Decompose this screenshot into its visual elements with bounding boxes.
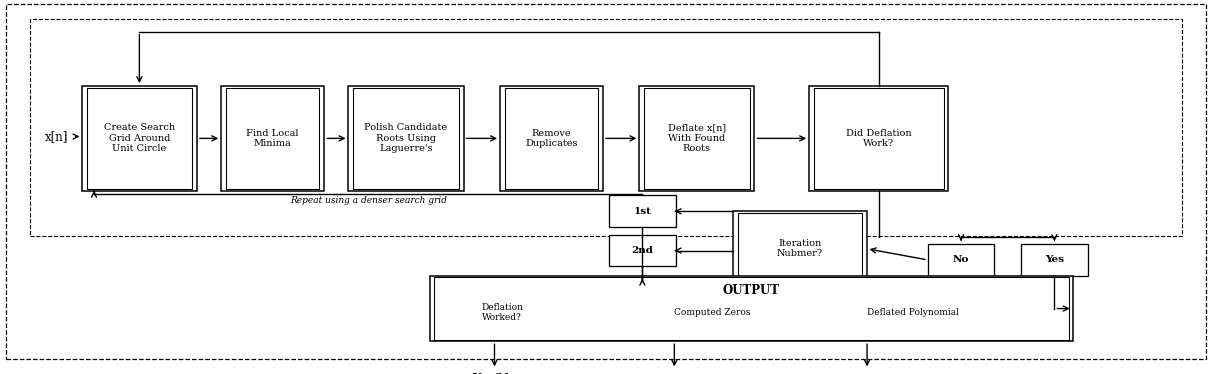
Text: No: No	[953, 255, 970, 264]
Bar	[30, 19, 1182, 236]
Bar	[814, 88, 943, 189]
Text: Create Search
Grid Around
Unit Circle: Create Search Grid Around Unit Circle	[104, 123, 175, 153]
Text: 1st: 1st	[634, 207, 651, 216]
Text: Yes: Yes	[1045, 255, 1064, 264]
Bar	[645, 88, 749, 189]
Bar	[82, 86, 196, 191]
Bar	[640, 86, 754, 191]
Bar	[430, 276, 1073, 341]
Text: Find Local
Minima: Find Local Minima	[246, 129, 299, 148]
Bar	[349, 86, 464, 191]
Text: Remove
Duplicates: Remove Duplicates	[525, 129, 578, 148]
Text: Deflate x[n]
With Found
Roots: Deflate x[n] With Found Roots	[668, 123, 726, 153]
Text: $\mathbf{x}$: $\mathbf{x}$	[862, 373, 873, 374]
Bar	[501, 86, 604, 191]
Text: Deflated Polynomial: Deflated Polynomial	[867, 308, 959, 317]
Bar	[221, 86, 325, 191]
Text: Deflation
Worked?: Deflation Worked?	[481, 303, 524, 322]
Bar	[434, 277, 1069, 340]
Bar	[87, 88, 191, 189]
Bar	[928, 244, 995, 276]
Bar	[610, 195, 676, 227]
Text: $\mathbf{z}$: $\mathbf{z}$	[670, 373, 679, 374]
Text: Did Deflation
Work?: Did Deflation Work?	[846, 129, 911, 148]
Text: Polish Candidate
Roots Using
Laguerre's: Polish Candidate Roots Using Laguerre's	[365, 123, 447, 153]
Text: Iteration
Nubmer?: Iteration Nubmer?	[777, 239, 823, 258]
Bar	[225, 88, 320, 189]
Bar	[733, 211, 867, 286]
Bar	[610, 235, 676, 266]
Bar	[738, 213, 862, 285]
Text: :: :	[64, 132, 68, 141]
Text: Repeat using a denser search grid: Repeat using a denser search grid	[290, 196, 446, 205]
Text: Computed Zeros: Computed Zeros	[674, 308, 751, 317]
Text: x[n]: x[n]	[45, 130, 68, 143]
Bar	[504, 88, 599, 189]
Bar	[1021, 244, 1088, 276]
Text: Yes/No: Yes/No	[473, 373, 516, 374]
Bar	[810, 86, 948, 191]
Text: OUTPUT: OUTPUT	[722, 284, 781, 297]
Bar	[354, 88, 459, 189]
Text: 2nd: 2nd	[631, 246, 653, 255]
